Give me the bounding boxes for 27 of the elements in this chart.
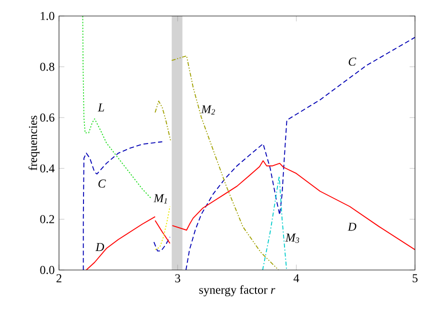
y-tick-label: 0.2 <box>40 215 54 224</box>
line-series <box>154 100 172 141</box>
y-tick-label: 0.0 <box>40 266 54 274</box>
x-axis-title: synergy factor r <box>199 285 276 296</box>
x-tick-label: 4 <box>294 274 300 282</box>
line-series <box>171 55 280 270</box>
series-label: M$_{3}$ <box>285 234 300 243</box>
series-label: D <box>348 222 356 231</box>
series-label: M$_{1}$ <box>154 194 167 204</box>
line-series <box>86 216 156 270</box>
x-tick-label: 2 <box>56 274 62 282</box>
series-label: L <box>98 103 104 112</box>
line-series <box>186 36 415 270</box>
y-axis-title: frequencies <box>28 116 40 170</box>
x-tick-label: 5 <box>412 274 418 282</box>
line-series <box>172 160 415 250</box>
series-label: C <box>98 180 106 188</box>
y-tick-label: 0.4 <box>40 164 55 172</box>
line-series <box>154 206 170 250</box>
line-series <box>153 236 170 252</box>
x-tick-label: 3 <box>175 274 180 282</box>
series-label: M$_{2}$ <box>201 105 215 115</box>
y-tick-label: 1.0 <box>40 12 54 20</box>
y-tick-label: 0.6 <box>40 114 54 122</box>
series-label: C <box>348 58 356 66</box>
series-label: D <box>95 243 104 252</box>
y-tick-label: 0.8 <box>40 62 54 71</box>
